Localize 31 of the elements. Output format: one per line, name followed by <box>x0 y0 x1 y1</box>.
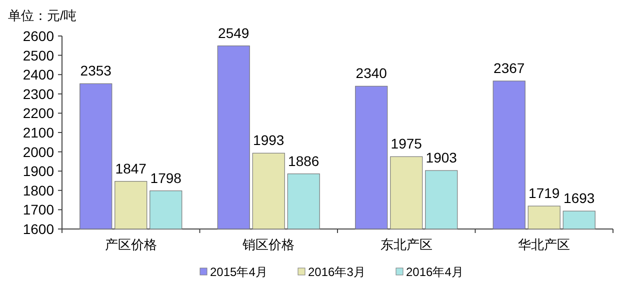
x-tick-label: 华北产区 <box>518 237 570 252</box>
y-tick-label: 2600 <box>22 28 54 44</box>
data-label: 2549 <box>218 24 250 41</box>
x-tick-label: 销区价格 <box>242 237 295 252</box>
y-tick-label: 1600 <box>22 221 54 237</box>
data-label: 1903 <box>426 150 458 166</box>
data-label: 1798 <box>150 170 182 186</box>
y-tick-label: 2000 <box>22 144 54 160</box>
y-tick-label: 2100 <box>22 124 54 140</box>
data-label: 1975 <box>390 136 422 152</box>
y-tick-label: 2300 <box>22 86 54 102</box>
x-tick-label: 东北产区 <box>380 237 432 252</box>
data-label: 1847 <box>115 160 147 176</box>
y-tick-label: 1800 <box>22 182 54 198</box>
legend-label: 2016年4月 <box>406 265 464 279</box>
data-label: 2353 <box>80 62 112 79</box>
y-axis-title: 单位：元/吨 <box>8 8 77 23</box>
data-label: 2340 <box>356 65 388 82</box>
y-tick-label: 2500 <box>22 47 54 64</box>
y-tick-label: 2400 <box>22 66 54 83</box>
y-tick-label: 2200 <box>22 105 54 122</box>
y-tick-label: 1700 <box>22 202 54 218</box>
data-label: 1693 <box>564 190 595 206</box>
legend-label: 2016年3月 <box>308 265 366 279</box>
x-tick-label: 产区价格 <box>104 237 157 252</box>
data-label: 1719 <box>528 185 560 202</box>
data-label: 1886 <box>288 152 320 169</box>
data-label: 1993 <box>253 132 284 148</box>
legend-label: 2015年4月 <box>210 265 268 279</box>
y-tick-label: 1900 <box>22 163 54 180</box>
data-label: 2367 <box>494 60 525 76</box>
